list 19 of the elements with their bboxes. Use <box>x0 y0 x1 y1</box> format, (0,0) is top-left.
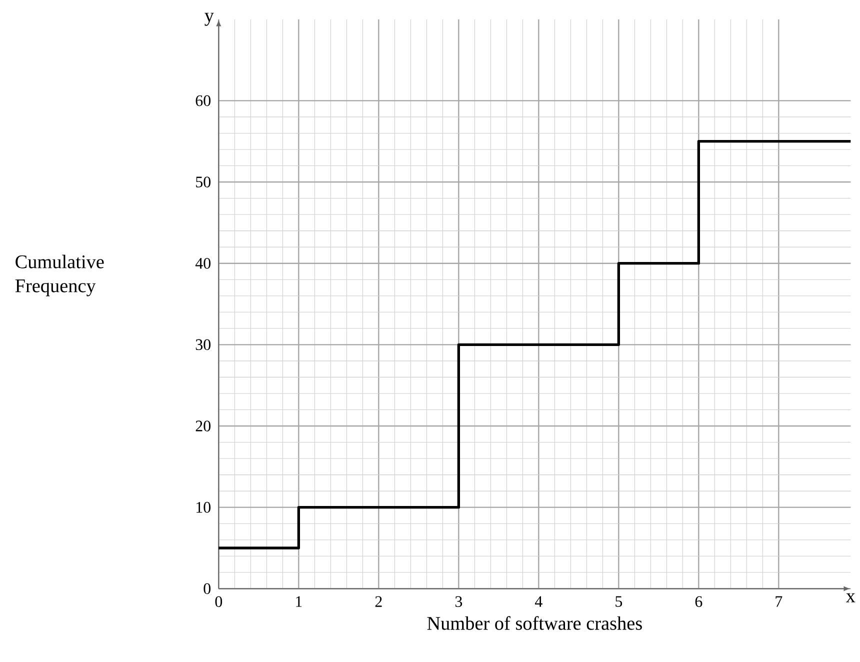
x-tick-label: 3 <box>455 596 462 607</box>
y-tick-label: 40 <box>195 258 210 269</box>
y-axis-title: Cumulative Frequency <box>15 254 104 296</box>
x-tick-label: 4 <box>534 596 542 607</box>
x-tick-label: 2 <box>375 596 382 607</box>
text: x <box>846 593 856 602</box>
y-tick-label: 30 <box>196 339 210 350</box>
y-tick-label: 60 <box>196 95 210 106</box>
x-tick-label: 1 <box>296 596 302 607</box>
x-axis-title: Number of software crashes <box>427 616 642 630</box>
y-tick-label: 50 <box>196 176 210 188</box>
text: y <box>204 12 214 26</box>
y-tick-label: 0 <box>204 583 210 594</box>
x-tick-label: 7 <box>776 596 782 607</box>
y-tick-label: 20 <box>196 420 210 432</box>
y-tick-label: 10 <box>196 502 210 513</box>
x-tick-label: 5 <box>616 596 622 607</box>
x-tick-label: 6 <box>695 596 702 607</box>
x-tick-label: 0 <box>215 596 222 608</box>
